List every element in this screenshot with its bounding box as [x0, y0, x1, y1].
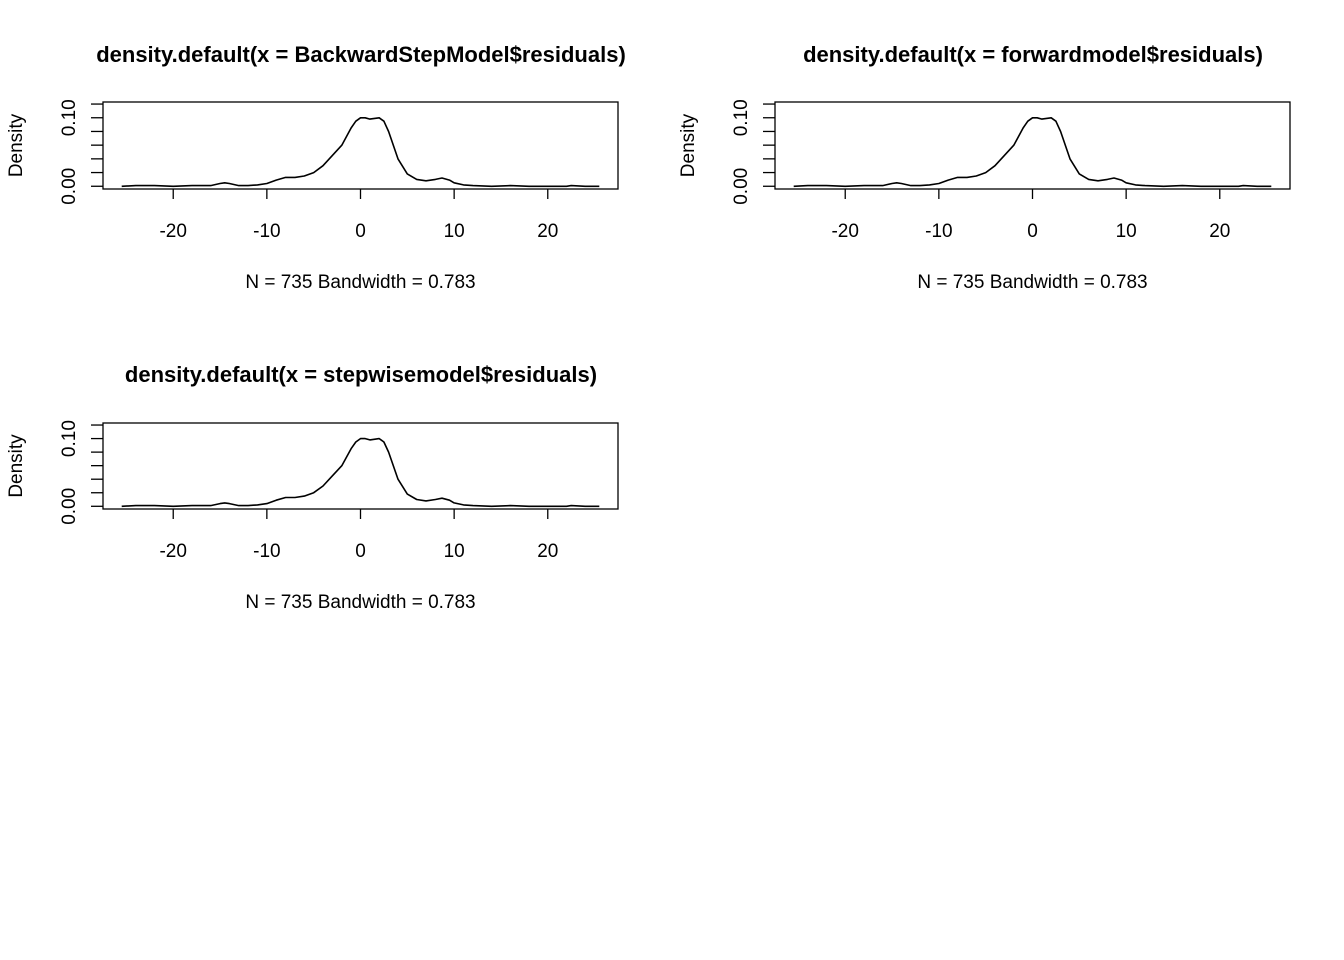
density-panel: density.default(x = forwardmodel$residua…: [678, 42, 1291, 293]
plot-frame: [102, 422, 619, 510]
x-tick-label: -20: [159, 541, 186, 562]
x-tick-label: 0: [355, 541, 366, 562]
x-axis-label: N = 735 Bandwidth = 0.783: [245, 272, 475, 293]
density-curve: [121, 117, 600, 188]
y-tick-label: 0.00: [731, 168, 752, 205]
x-tick-label: 10: [444, 221, 465, 242]
x-tick-label: 0: [1027, 221, 1038, 242]
y-axis-label: Density: [6, 434, 27, 498]
x-tick-label: -20: [159, 221, 186, 242]
x-tick-label: -10: [253, 221, 280, 242]
y-axis-label: Density: [6, 113, 27, 177]
chart-title: density.default(x = BackwardStepModel$re…: [96, 42, 626, 67]
x-tick-label: -20: [831, 221, 858, 242]
y-tick-label: 0.00: [59, 168, 80, 205]
x-tick-label: 20: [537, 221, 558, 242]
plot-frame: [774, 101, 1291, 190]
density-panel: density.default(x = BackwardStepModel$re…: [6, 42, 626, 293]
density-curve: [121, 437, 600, 508]
chart-title: density.default(x = stepwisemodel$residu…: [125, 362, 597, 387]
x-axis-label: N = 735 Bandwidth = 0.783: [917, 272, 1147, 293]
plot-frame: [102, 101, 619, 190]
x-tick-label: -10: [925, 221, 952, 242]
y-axis-label: Density: [678, 113, 699, 177]
x-tick-label: 10: [444, 541, 465, 562]
y-tick-label: 0.10: [59, 420, 80, 457]
x-tick-label: 20: [1209, 221, 1230, 242]
x-tick-label: 10: [1116, 221, 1137, 242]
x-tick-label: 20: [537, 541, 558, 562]
x-tick-label: -10: [253, 541, 280, 562]
x-axis-label: N = 735 Bandwidth = 0.783: [245, 592, 475, 613]
y-tick-label: 0.00: [59, 488, 80, 525]
y-tick-label: 0.10: [731, 99, 752, 136]
y-tick-label: 0.10: [59, 99, 80, 136]
density-curve: [793, 117, 1272, 188]
density-panel: density.default(x = stepwisemodel$residu…: [6, 362, 619, 613]
x-tick-label: 0: [355, 221, 366, 242]
chart-title: density.default(x = forwardmodel$residua…: [803, 42, 1263, 67]
